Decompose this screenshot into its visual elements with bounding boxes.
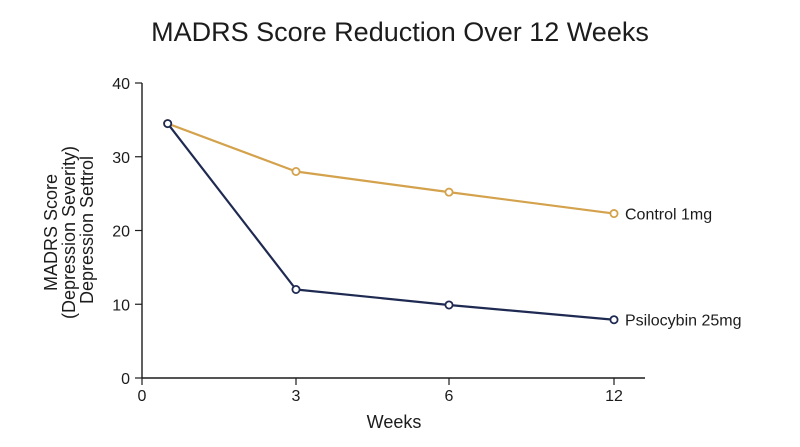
series-psilocybin-25mg: Psilocybin 25mg bbox=[163, 119, 742, 330]
y-axis-label-line-2: (Depression Severity) bbox=[59, 146, 79, 319]
y-tick-label: 0 bbox=[121, 371, 130, 388]
y-tick-label: 10 bbox=[112, 297, 130, 314]
x-tick-label: 12 bbox=[605, 388, 623, 405]
x-tick-label: 0 bbox=[138, 388, 147, 405]
series-group: Control 1mg Psilocybin 25mg bbox=[163, 119, 742, 330]
data-point bbox=[291, 166, 301, 176]
chart-title: MADRS Score Reduction Over 12 Weeks bbox=[151, 17, 649, 47]
y-tick-label: 20 bbox=[112, 224, 130, 241]
series-control-1mg: Control 1mg bbox=[163, 119, 712, 224]
y-ticks: 0 10 20 30 40 bbox=[112, 76, 142, 388]
y-axis-label-line-3: Depression Settrol bbox=[77, 156, 97, 304]
data-point bbox=[444, 300, 454, 310]
data-point bbox=[609, 209, 619, 219]
series-label-psilocybin-25mg: Psilocybin 25mg bbox=[625, 313, 742, 330]
data-point bbox=[291, 284, 301, 294]
series-line-psilocybin-25mg bbox=[166, 122, 615, 321]
series-label-control-1mg: Control 1mg bbox=[625, 207, 712, 224]
x-axis-label: Weeks bbox=[367, 412, 422, 432]
y-axis-label-line-1: MADRS Score bbox=[41, 174, 61, 291]
x-ticks: 0 3 6 12 bbox=[138, 378, 623, 405]
y-tick-label: 30 bbox=[112, 150, 130, 167]
y-axis-label: MADRS Score (Depression Severity) Depres… bbox=[41, 141, 97, 319]
y-tick-label: 40 bbox=[112, 76, 130, 93]
x-tick-label: 3 bbox=[292, 388, 301, 405]
axes bbox=[141, 83, 645, 379]
data-point bbox=[444, 187, 454, 197]
x-tick-label: 6 bbox=[445, 388, 454, 405]
data-point bbox=[163, 119, 173, 129]
series-line-control-1mg bbox=[167, 122, 615, 215]
data-point bbox=[609, 315, 619, 325]
